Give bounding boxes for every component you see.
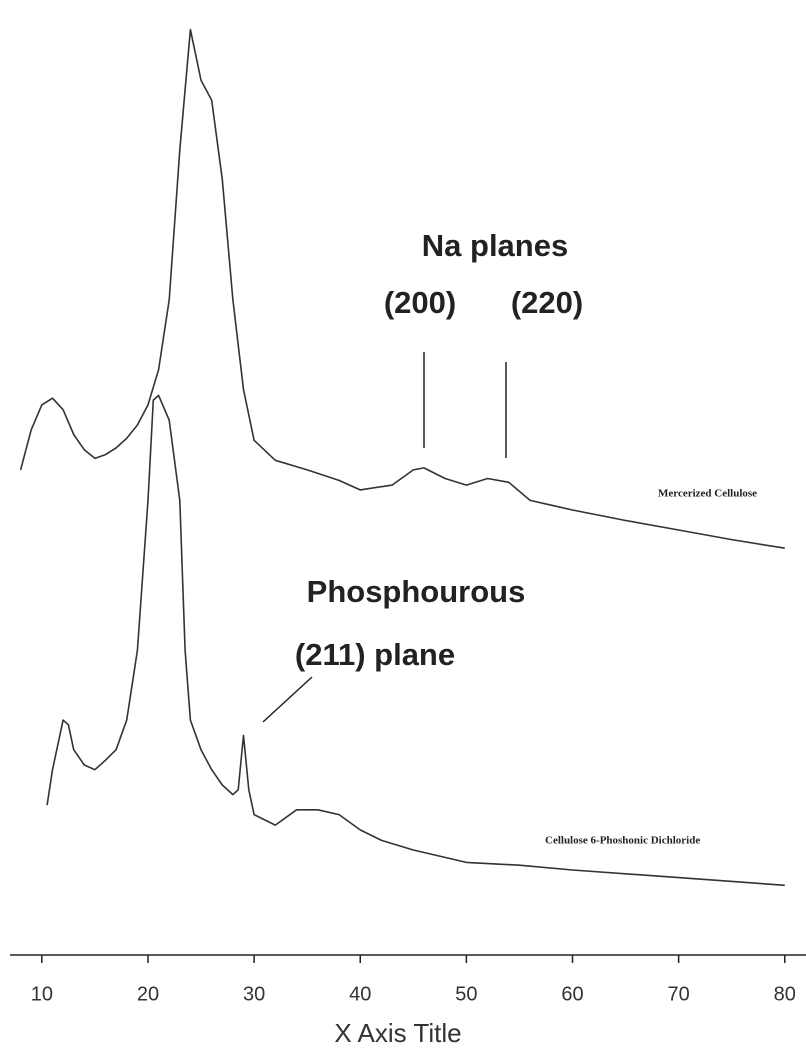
series-line (46, 394, 785, 887)
x-tick-label: 50 (455, 983, 477, 1005)
annotation: (211) plane (295, 637, 455, 672)
x-tick-label: 30 (243, 983, 265, 1005)
series-label: Cellulose 6-Phoshonic Dichloride (545, 835, 700, 847)
x-tick-label: 20 (137, 983, 159, 1005)
x-tick-label: 70 (668, 983, 690, 1005)
annotation: (200) (384, 285, 456, 320)
x-tick-label: 80 (774, 983, 796, 1005)
x-axis-title: X Axis Title (334, 1018, 461, 1048)
series-label: Mercerized Cellulose (658, 488, 757, 500)
x-tick-label: 60 (561, 983, 583, 1005)
annotation-line (262, 676, 313, 723)
x-tick-label: 40 (349, 983, 371, 1005)
x-tick-label: 10 (31, 983, 53, 1005)
annotation: Phosphourous (307, 574, 526, 609)
series-line (19, 28, 785, 549)
annotation: Na planes (422, 228, 568, 263)
annotation: (220) (511, 285, 583, 320)
